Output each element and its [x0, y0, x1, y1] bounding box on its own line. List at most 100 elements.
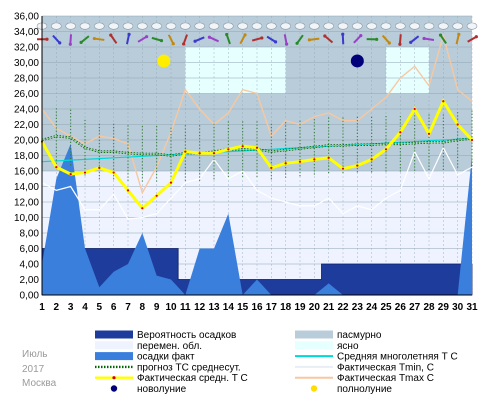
cloud-icon: [237, 22, 248, 30]
y-tick-label: 18,00: [14, 151, 39, 162]
band-clear: [185, 47, 286, 94]
wind-arrow-icon: [455, 34, 460, 45]
wind-arrow-icon: [251, 36, 263, 42]
caption-city: Москва: [22, 378, 57, 389]
cloud-icon: [223, 22, 234, 30]
actual-mean-point: [427, 132, 431, 135]
wind-arrow-icon: [209, 36, 219, 43]
x-tick-label: 1: [39, 302, 45, 313]
x-tick-label: 12: [194, 302, 206, 313]
x-tick-label: 24: [366, 302, 378, 313]
wind-arrow-icon: [423, 37, 435, 42]
x-tick-label: 6: [111, 302, 117, 313]
wind-arrow-icon: [283, 34, 288, 45]
y-tick-label: 10,00: [14, 213, 39, 224]
precipitation-bars: [41, 143, 473, 296]
actual-mean-point: [112, 171, 115, 174]
wind-arrow-icon: [137, 35, 148, 43]
wind-arrow-head-icon: [323, 34, 327, 38]
cloud-icon: [352, 22, 363, 30]
legend: Вероятность осадков пасмурно перемен. обл.…: [95, 330, 458, 395]
cloud-icon: [194, 22, 205, 30]
cloud-icon: [165, 22, 177, 30]
wind-arrow-icon: [296, 34, 304, 44]
x-tick-label: 9: [154, 302, 160, 313]
x-tick-label: 26: [395, 302, 407, 313]
cloud-icon: [323, 22, 334, 30]
wind-arrow-head-icon: [409, 40, 413, 44]
wind-arrow-icon: [398, 34, 402, 45]
wind-arrow-icon: [439, 34, 447, 44]
wind-arrow-icon: [410, 35, 420, 44]
actual-mean-point: [470, 138, 474, 142]
wind-arrow-head-icon: [273, 40, 278, 44]
wind-arrow-icon: [125, 34, 131, 45]
wind-arrow-icon: [182, 34, 188, 45]
wind-arrow-head-icon: [457, 32, 461, 36]
legend-label: Фактическая Tmax C: [337, 373, 434, 384]
actual-mean-point: [212, 152, 216, 155]
x-tick-label: 23: [352, 302, 364, 313]
wind-arrow-icon: [381, 34, 391, 44]
legend-label: Фактическая средн. T C: [137, 373, 248, 384]
wind-arrow-icon: [239, 34, 246, 45]
actual-mean-point: [241, 145, 244, 148]
wind-arrow-head-icon: [307, 38, 311, 42]
legend-swatch-marker: [112, 376, 116, 380]
actual-mean-point: [356, 164, 359, 167]
actual-mean-point: [456, 123, 459, 126]
wind-arrow-head-icon: [398, 42, 402, 46]
cloud-icon: [309, 22, 320, 30]
wind-arrow-head-icon: [92, 36, 96, 41]
wind-arrow-icon: [69, 34, 73, 45]
full-moon-icon: [157, 54, 171, 68]
x-tick-label: 20: [309, 302, 321, 313]
actual-mean-point: [442, 100, 445, 103]
cloud-icon: [438, 22, 449, 30]
x-tick-label: 27: [409, 302, 421, 313]
actual-mean-point: [227, 148, 230, 151]
wind-arrow-head-icon: [295, 41, 299, 45]
x-tick-label: 30: [452, 302, 464, 313]
x-tick-label: 19: [294, 302, 306, 313]
actual-mean-point: [169, 181, 173, 184]
new-moon-icon: [350, 54, 364, 68]
x-tick-label: 5: [97, 302, 103, 313]
wind-arrow-icon: [324, 35, 334, 44]
y-tick-label: 20,00: [14, 136, 39, 147]
actual-mean-point: [141, 207, 144, 210]
cloud-icon: [151, 22, 162, 30]
temperature-lines: [40, 32, 474, 220]
wind-arrow-head-icon: [225, 32, 229, 37]
cloud-icon: [423, 22, 435, 30]
y-tick-label: 16,00: [14, 167, 39, 178]
cloud-icon: [137, 22, 148, 30]
cloud-icon: [266, 22, 277, 30]
actual-mean-point: [341, 167, 345, 170]
wind-arrow-icon: [309, 37, 320, 41]
x-tick-label: 8: [140, 302, 146, 313]
actual-mean-point: [126, 189, 130, 192]
wind-arrow-head-icon: [159, 39, 164, 43]
y-tick-label: 34,00: [14, 27, 39, 38]
legend-label: Средняя многолетняя Т С: [337, 352, 458, 363]
wind-arrow-icon: [52, 34, 61, 44]
actual-mean-point: [98, 166, 101, 169]
weather-icons: [36, 22, 478, 68]
wind-arrow-head-icon: [375, 37, 379, 41]
cloud-icon: [65, 22, 76, 30]
legend-swatch: [95, 352, 133, 361]
cloud-icon: [280, 22, 291, 30]
x-tick-label: 3: [68, 302, 74, 313]
x-tick-label: 28: [423, 302, 435, 313]
axes: 0,00 2,00 4,00 6,00 8,00 10,00 12,00 14,00 16,00…: [14, 12, 478, 314]
y-tick-label: 14,00: [14, 182, 39, 193]
y-tick-label: 28,00: [14, 74, 39, 85]
tmin-line: [41, 146, 473, 220]
actual-mean-point: [83, 171, 87, 174]
wind-arrow-head-icon: [438, 33, 443, 37]
x-tick-label: 22: [337, 302, 349, 313]
wind-arrow-head-icon: [422, 36, 426, 41]
wind-arrow-head-icon: [193, 39, 197, 43]
